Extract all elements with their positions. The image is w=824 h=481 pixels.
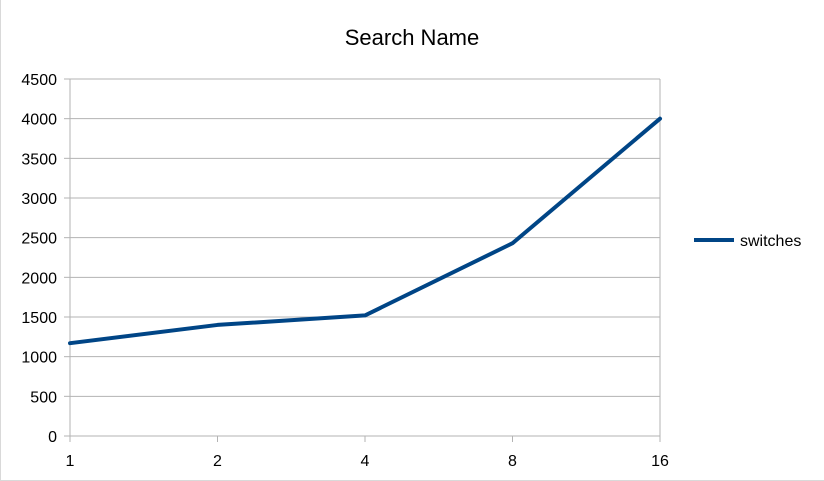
y-tick-label: 1500: [21, 310, 57, 327]
gridlines: [70, 78, 660, 397]
x-tick-label: 2: [213, 453, 222, 470]
y-tick-label: 0: [48, 429, 57, 446]
series-lines: [68, 116, 662, 346]
y-tick-label: 3500: [21, 151, 57, 168]
y-tick-label: 4500: [21, 72, 57, 89]
y-axis-tick-labels: 0 500 1000 1500 2000 2500 3000 3500 4000 4500: [21, 72, 57, 446]
x-axis-tick-labels: 1 2 4 8 16: [66, 453, 669, 470]
x-tick-label: 16: [651, 453, 669, 470]
y-tick-label: 500: [30, 389, 57, 406]
y-tick-label: 2000: [21, 270, 57, 287]
y-tick-label: 1000: [21, 350, 57, 367]
y-tick-label: 2500: [21, 231, 57, 248]
legend-label: switches: [740, 233, 801, 250]
y-tick-label: 4000: [21, 112, 57, 129]
x-tick-label: 8: [508, 453, 517, 470]
x-tick-label: 4: [361, 453, 370, 470]
axes: [64, 78, 661, 442]
chart-title: Search Name: [345, 25, 480, 50]
y-tick-label: 3000: [21, 191, 57, 208]
legend: switches: [694, 233, 801, 250]
x-tick-label: 1: [66, 453, 75, 470]
series-line-switches: [68, 116, 662, 346]
